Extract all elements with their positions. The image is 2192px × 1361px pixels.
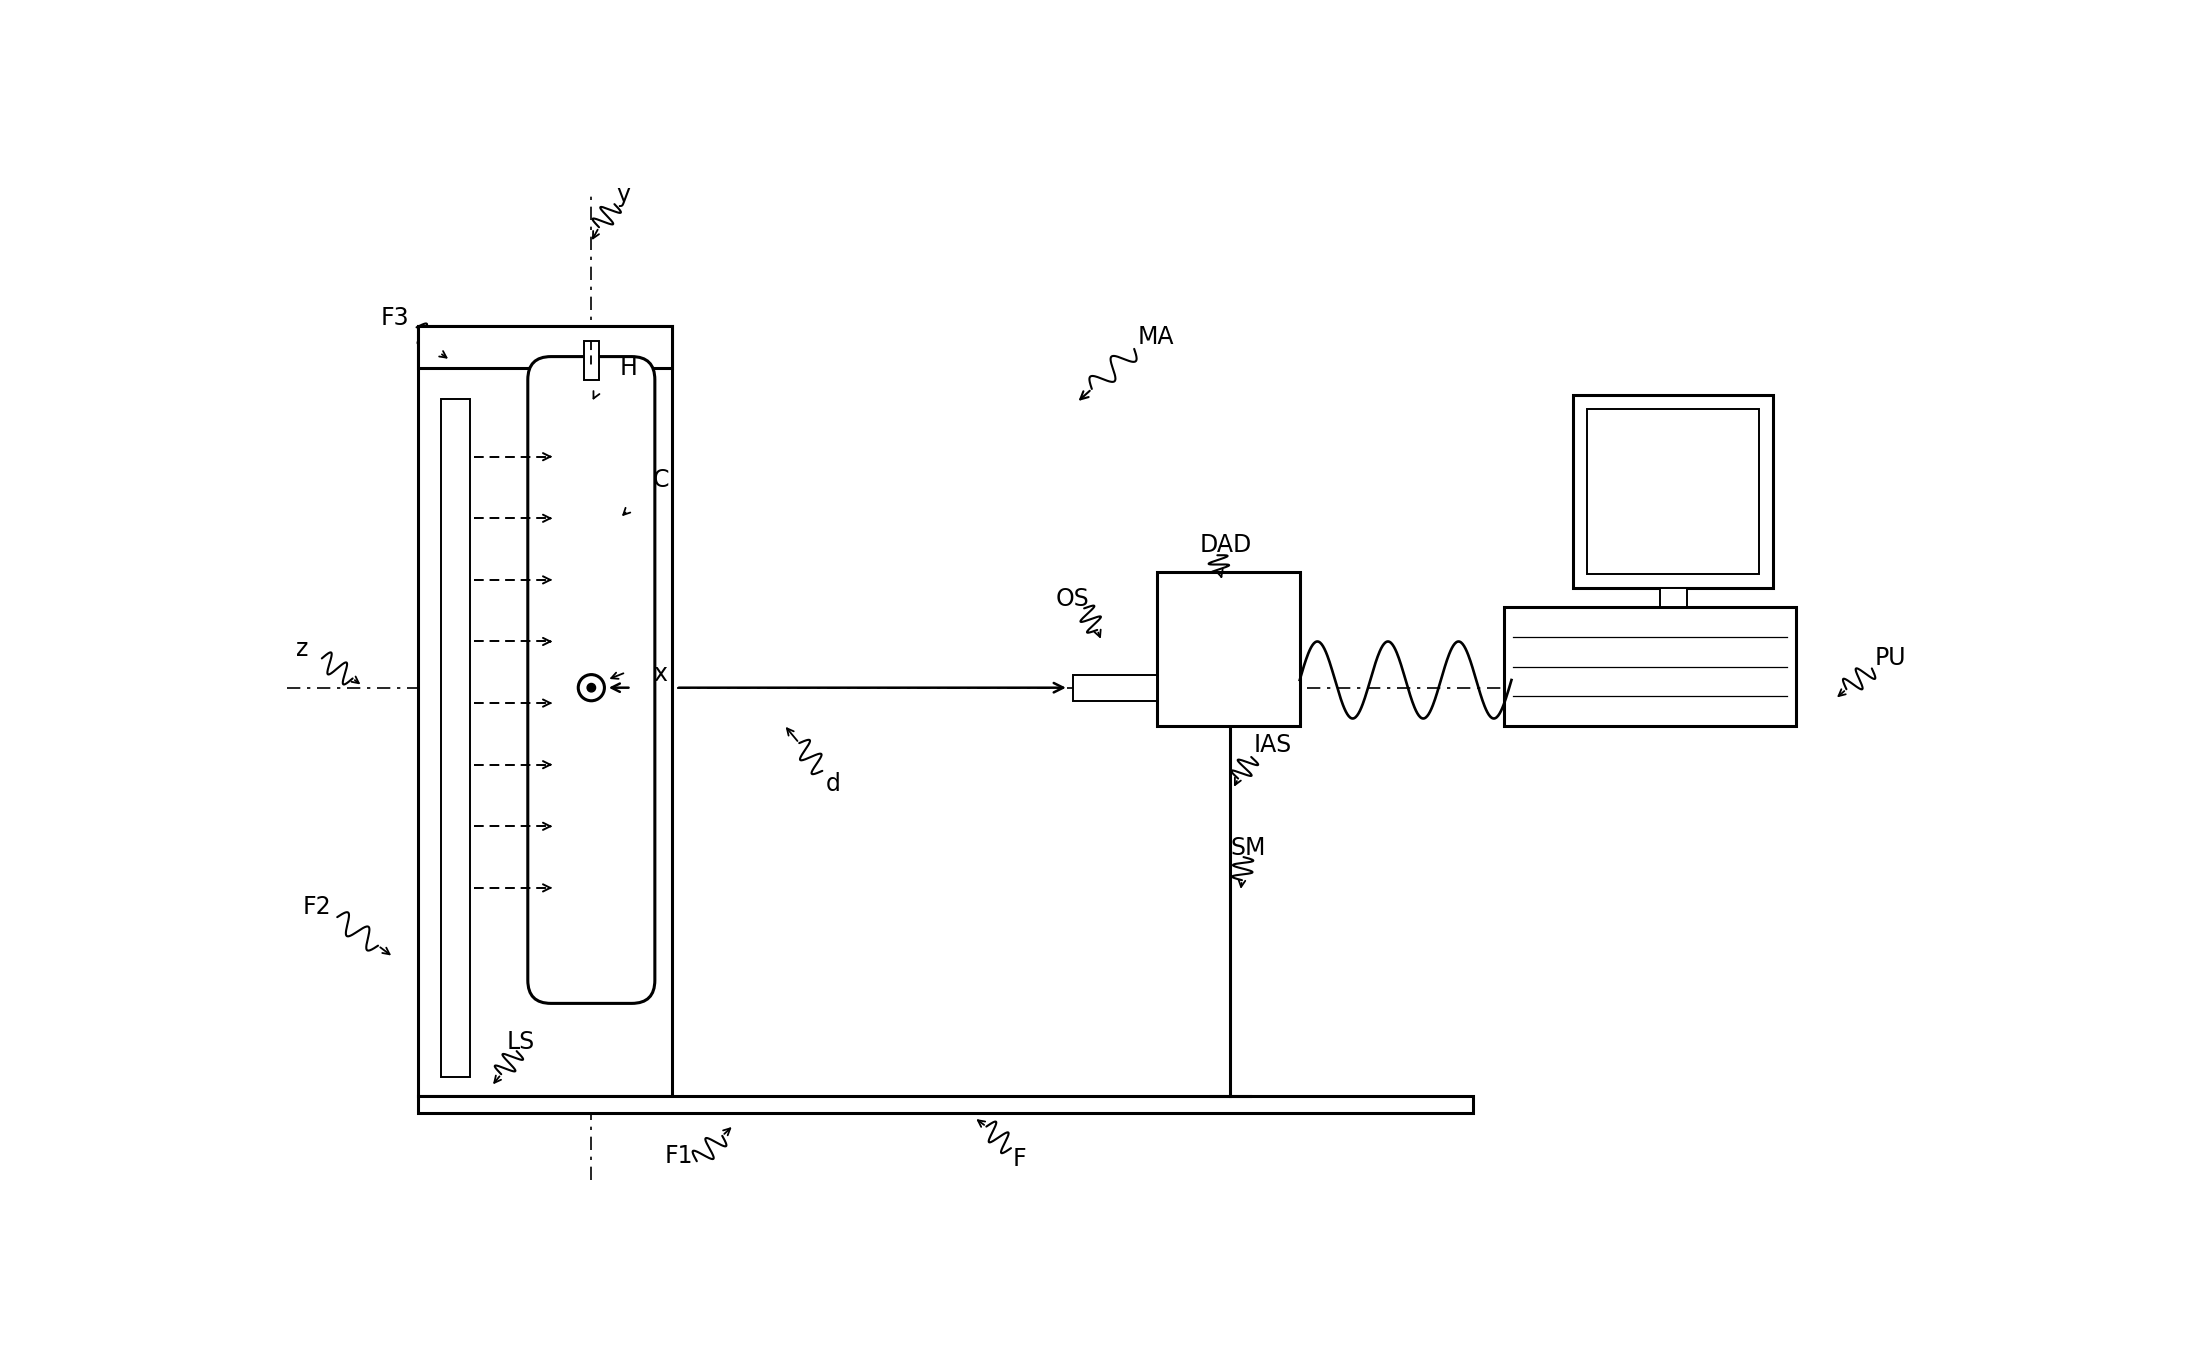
Bar (419, 1096, 1473, 1113)
Text: MA: MA (1138, 325, 1175, 350)
Text: x: x (653, 661, 666, 686)
Bar (419, 325, 673, 1096)
Text: d: d (826, 772, 842, 796)
Circle shape (587, 683, 596, 691)
Bar (1587, 408, 1760, 574)
Bar (583, 342, 598, 380)
Text: LS: LS (506, 1030, 535, 1053)
Text: DAD: DAD (1199, 534, 1252, 557)
Text: z: z (296, 637, 309, 661)
Bar (1072, 675, 1157, 701)
Text: IAS: IAS (1254, 734, 1291, 758)
Text: y: y (616, 182, 631, 207)
Text: F2: F2 (302, 896, 331, 919)
Bar (419, 325, 673, 367)
Text: C: C (653, 468, 669, 491)
Text: SM: SM (1230, 836, 1265, 860)
Bar (1574, 395, 1773, 588)
Text: OS: OS (1057, 587, 1089, 611)
Bar (441, 399, 471, 1077)
Text: F1: F1 (664, 1143, 693, 1168)
Bar (1504, 607, 1797, 727)
Text: F: F (1013, 1147, 1026, 1170)
Bar (1157, 572, 1300, 727)
Text: PU: PU (1874, 646, 1907, 671)
Text: F3: F3 (381, 306, 410, 331)
Bar (1659, 588, 1686, 607)
FancyBboxPatch shape (528, 357, 655, 1003)
Text: H: H (620, 357, 638, 380)
